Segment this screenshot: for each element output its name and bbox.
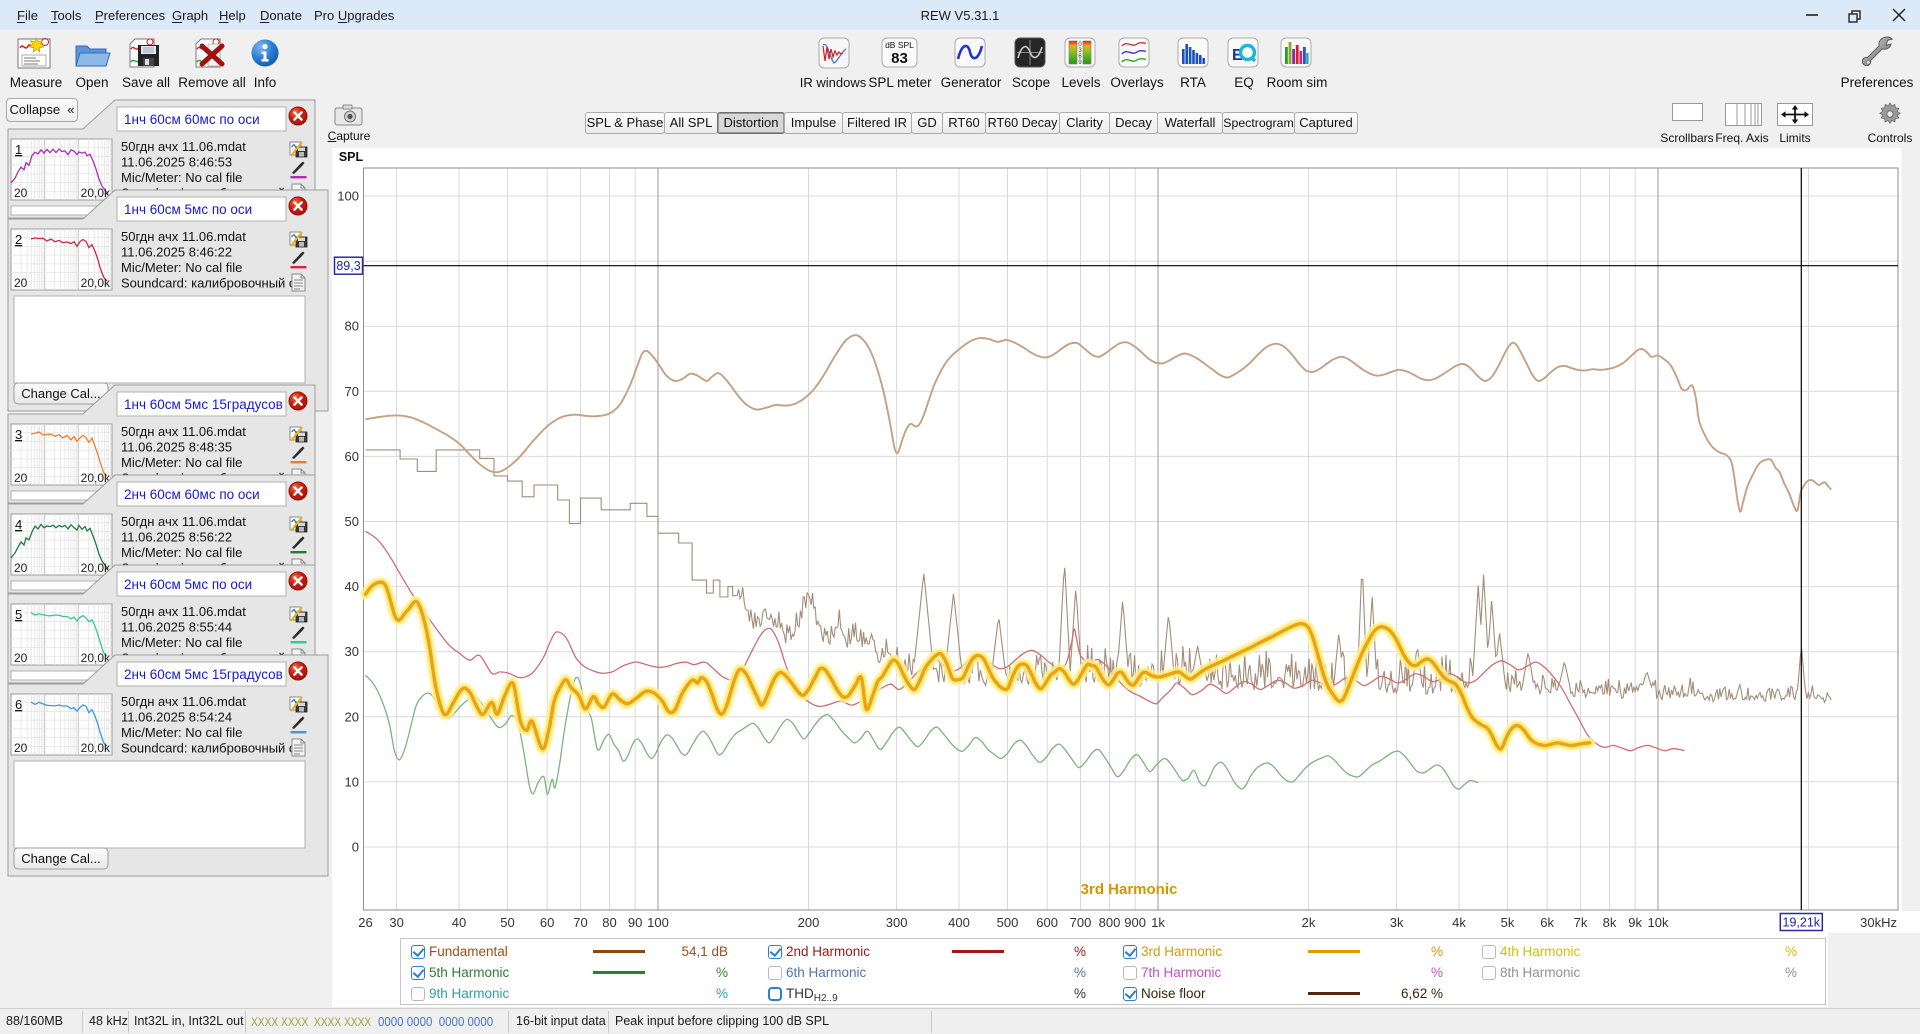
svg-text:dB SPL: dB SPL bbox=[885, 40, 914, 50]
svg-text:50гдн ачх 11.06.mdat: 50гдн ачх 11.06.mdat bbox=[121, 424, 246, 439]
svg-text:90: 90 bbox=[628, 915, 642, 930]
svg-text:3rd Harmonic: 3rd Harmonic bbox=[1081, 881, 1178, 898]
svg-text:Soundcard: калибровочный с: Soundcard: калибровочный с bbox=[121, 276, 296, 291]
svg-text:9: 9 bbox=[1078, 60, 1082, 66]
svg-text:20,0k: 20,0k bbox=[81, 561, 111, 575]
svg-text:100: 100 bbox=[337, 189, 359, 204]
svg-text:20,0k: 20,0k bbox=[81, 651, 111, 665]
svg-text:800: 800 bbox=[1099, 915, 1121, 930]
svg-text:500: 500 bbox=[997, 915, 1019, 930]
svg-text:100: 100 bbox=[647, 915, 669, 930]
svg-text:20: 20 bbox=[345, 709, 359, 724]
svg-text:700: 700 bbox=[1070, 915, 1092, 930]
svg-text:19,21k: 19,21k bbox=[1783, 915, 1821, 929]
svg-text:40: 40 bbox=[345, 579, 359, 594]
svg-text:2нч 60см 60мс по оси: 2нч 60см 60мс по оси bbox=[124, 487, 260, 502]
svg-text:3k: 3k bbox=[1390, 915, 1404, 930]
svg-text:Mic/Meter: No cal file: Mic/Meter: No cal file bbox=[121, 170, 242, 185]
svg-text:Change Cal...: Change Cal... bbox=[21, 851, 101, 866]
svg-text:5k: 5k bbox=[1501, 915, 1515, 930]
svg-text:30kHz: 30kHz bbox=[1860, 915, 1897, 930]
svg-text:20,0k: 20,0k bbox=[81, 276, 111, 290]
svg-text:1: 1 bbox=[15, 142, 22, 157]
svg-text:50гдн ачх 11.06.mdat: 50гдн ачх 11.06.mdat bbox=[121, 604, 246, 619]
svg-text:60: 60 bbox=[345, 449, 359, 464]
svg-text:30: 30 bbox=[345, 644, 359, 659]
svg-text:30: 30 bbox=[389, 915, 403, 930]
svg-text:900: 900 bbox=[1124, 915, 1146, 930]
svg-text:80: 80 bbox=[345, 319, 359, 334]
svg-text:20: 20 bbox=[14, 651, 28, 665]
svg-text:5: 5 bbox=[15, 607, 22, 622]
svg-text:Mic/Meter: No cal file: Mic/Meter: No cal file bbox=[121, 635, 242, 650]
svg-text:600: 600 bbox=[1036, 915, 1058, 930]
svg-text:3: 3 bbox=[1078, 48, 1082, 54]
svg-text:2k: 2k bbox=[1302, 915, 1316, 930]
svg-text:0: 0 bbox=[352, 840, 359, 855]
svg-text:6: 6 bbox=[15, 697, 22, 712]
svg-text:20,0k: 20,0k bbox=[81, 741, 111, 755]
svg-text:2: 2 bbox=[15, 232, 22, 247]
svg-text:83: 83 bbox=[891, 50, 908, 67]
svg-text:4k: 4k bbox=[1452, 915, 1466, 930]
svg-text:11.06.2025 8:54:24: 11.06.2025 8:54:24 bbox=[121, 710, 232, 725]
svg-text:26: 26 bbox=[358, 915, 372, 930]
svg-text:300: 300 bbox=[886, 915, 908, 930]
svg-text:70: 70 bbox=[573, 915, 587, 930]
svg-text:60: 60 bbox=[540, 915, 554, 930]
svg-text:Soundcard: калибровочный с: Soundcard: калибровочный с bbox=[121, 741, 296, 756]
svg-text:20: 20 bbox=[14, 561, 28, 575]
svg-text:1нч 60см 60мс по оси: 1нч 60см 60мс по оси bbox=[124, 112, 260, 127]
svg-text:50: 50 bbox=[500, 915, 514, 930]
svg-text:11.06.2025 8:48:35: 11.06.2025 8:48:35 bbox=[121, 440, 232, 455]
svg-text:10: 10 bbox=[345, 774, 359, 789]
svg-text:8k: 8k bbox=[1603, 915, 1617, 930]
svg-text:20,0k: 20,0k bbox=[81, 471, 111, 485]
svg-text:70: 70 bbox=[345, 384, 359, 399]
svg-text:50: 50 bbox=[345, 514, 359, 529]
svg-text:SPL: SPL bbox=[339, 150, 364, 164]
svg-text:40: 40 bbox=[452, 915, 466, 930]
svg-text:50гдн ачх 11.06.mdat: 50гдн ачх 11.06.mdat bbox=[121, 229, 246, 244]
svg-text:9k: 9k bbox=[1628, 915, 1642, 930]
svg-text:200: 200 bbox=[798, 915, 820, 930]
svg-text:80: 80 bbox=[602, 915, 616, 930]
svg-text:89,3: 89,3 bbox=[336, 259, 360, 273]
svg-text:2нч 60см 5мс 15градусов: 2нч 60см 5мс 15градусов bbox=[124, 667, 283, 682]
svg-text:1нч 60см 5мс 15градусов: 1нч 60см 5мс 15градусов bbox=[124, 397, 283, 412]
svg-text:1k: 1k bbox=[1151, 915, 1165, 930]
svg-text:11.06.2025 8:56:22: 11.06.2025 8:56:22 bbox=[121, 530, 232, 545]
svg-text:50гдн ачх 11.06.mdat: 50гдн ачх 11.06.mdat bbox=[121, 139, 246, 154]
svg-text:400: 400 bbox=[948, 915, 970, 930]
svg-text:Change Cal...: Change Cal... bbox=[21, 386, 101, 401]
svg-text:20,0k: 20,0k bbox=[81, 186, 111, 200]
svg-text:11.06.2025 8:55:44: 11.06.2025 8:55:44 bbox=[121, 620, 232, 635]
svg-text:2нч 60см 5мс по оси: 2нч 60см 5мс по оси bbox=[124, 577, 252, 592]
svg-text:Mic/Meter: No cal file: Mic/Meter: No cal file bbox=[121, 545, 242, 560]
svg-text:Mic/Meter: No cal file: Mic/Meter: No cal file bbox=[121, 455, 242, 470]
svg-text:6: 6 bbox=[1078, 54, 1082, 60]
svg-text:Mic/Meter: No cal file: Mic/Meter: No cal file bbox=[121, 260, 242, 275]
svg-text:7k: 7k bbox=[1574, 915, 1588, 930]
svg-text:3: 3 bbox=[15, 427, 22, 442]
svg-text:20: 20 bbox=[14, 276, 28, 290]
svg-text:50гдн ачх 11.06.mdat: 50гдн ачх 11.06.mdat bbox=[121, 514, 246, 529]
svg-text:10k: 10k bbox=[1648, 915, 1669, 930]
svg-text:11.06.2025 8:46:22: 11.06.2025 8:46:22 bbox=[121, 245, 232, 260]
svg-text:6k: 6k bbox=[1540, 915, 1554, 930]
svg-text:1нч 60см 5мс по оси: 1нч 60см 5мс по оси bbox=[124, 202, 252, 217]
svg-text:11.06.2025 8:46:53: 11.06.2025 8:46:53 bbox=[121, 155, 232, 170]
svg-text:4: 4 bbox=[15, 517, 22, 532]
svg-text:20: 20 bbox=[14, 186, 28, 200]
svg-text:50гдн ачх 11.06.mdat: 50гдн ачх 11.06.mdat bbox=[121, 694, 246, 709]
svg-text:0: 0 bbox=[1078, 42, 1082, 48]
svg-text:20: 20 bbox=[14, 471, 28, 485]
svg-text:20: 20 bbox=[14, 741, 28, 755]
svg-text:E: E bbox=[1232, 47, 1243, 64]
svg-text:Mic/Meter: No cal file: Mic/Meter: No cal file bbox=[121, 725, 242, 740]
